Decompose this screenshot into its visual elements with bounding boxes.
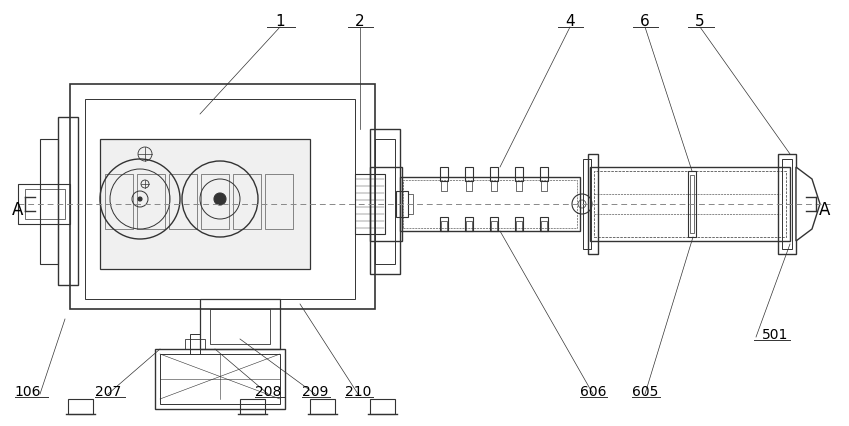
Bar	[18, 184, 70, 225]
Bar	[310, 399, 335, 414]
Bar	[370, 399, 395, 414]
Bar	[540, 218, 548, 231]
Bar	[515, 167, 523, 181]
Bar	[403, 181, 577, 228]
Bar	[370, 167, 402, 242]
Bar	[594, 172, 786, 237]
Text: 501: 501	[762, 327, 789, 341]
Bar	[782, 160, 792, 249]
Bar	[210, 309, 270, 344]
Bar	[370, 130, 400, 274]
Text: 6: 6	[640, 14, 649, 29]
Bar	[70, 85, 375, 309]
Bar	[155, 349, 285, 409]
Bar	[400, 178, 580, 231]
Bar	[105, 175, 133, 230]
Bar	[515, 218, 523, 231]
Text: 606: 606	[580, 384, 606, 398]
Bar	[160, 354, 280, 404]
Text: 106: 106	[14, 384, 42, 398]
Bar	[137, 175, 165, 230]
Bar	[465, 167, 473, 181]
Bar	[265, 175, 293, 230]
Text: A: A	[819, 201, 830, 219]
Bar	[690, 176, 694, 233]
Text: 5: 5	[695, 14, 705, 29]
Bar	[590, 167, 790, 242]
Bar	[58, 118, 78, 285]
Bar	[408, 195, 413, 215]
Bar	[441, 181, 447, 192]
Bar	[490, 218, 498, 231]
Bar	[396, 192, 408, 218]
Bar	[490, 167, 498, 181]
Circle shape	[214, 193, 226, 205]
Bar	[491, 181, 497, 192]
Bar	[465, 218, 473, 231]
Text: 2: 2	[355, 14, 365, 29]
Bar	[85, 100, 355, 299]
Bar	[40, 140, 58, 265]
Text: 207: 207	[95, 384, 121, 398]
Bar	[100, 140, 310, 269]
Bar	[185, 339, 205, 349]
Bar	[466, 181, 472, 192]
Bar	[375, 140, 395, 265]
Bar	[466, 222, 472, 231]
Text: 1: 1	[275, 14, 284, 29]
Polygon shape	[796, 167, 820, 242]
Text: 209: 209	[301, 384, 329, 398]
Bar	[441, 222, 447, 231]
Bar	[68, 399, 93, 414]
Bar	[583, 160, 591, 249]
Bar	[201, 175, 229, 230]
Bar	[233, 175, 261, 230]
Text: 210: 210	[345, 384, 371, 398]
Bar	[440, 218, 448, 231]
Bar	[491, 222, 497, 231]
Bar	[540, 167, 548, 181]
Bar	[355, 175, 385, 234]
Circle shape	[138, 198, 142, 201]
Bar	[240, 399, 265, 414]
Text: A: A	[13, 201, 24, 219]
Bar	[541, 181, 547, 192]
Bar	[588, 155, 598, 254]
Bar	[778, 155, 796, 254]
Text: 208: 208	[255, 384, 281, 398]
Bar	[516, 222, 522, 231]
Text: 605: 605	[632, 384, 658, 398]
Bar	[190, 334, 200, 354]
Text: 4: 4	[565, 14, 575, 29]
Bar	[440, 167, 448, 181]
Bar	[200, 299, 280, 349]
Bar	[25, 190, 65, 219]
Bar	[516, 181, 522, 192]
Bar	[541, 222, 547, 231]
Bar	[688, 172, 696, 237]
Bar	[169, 175, 197, 230]
